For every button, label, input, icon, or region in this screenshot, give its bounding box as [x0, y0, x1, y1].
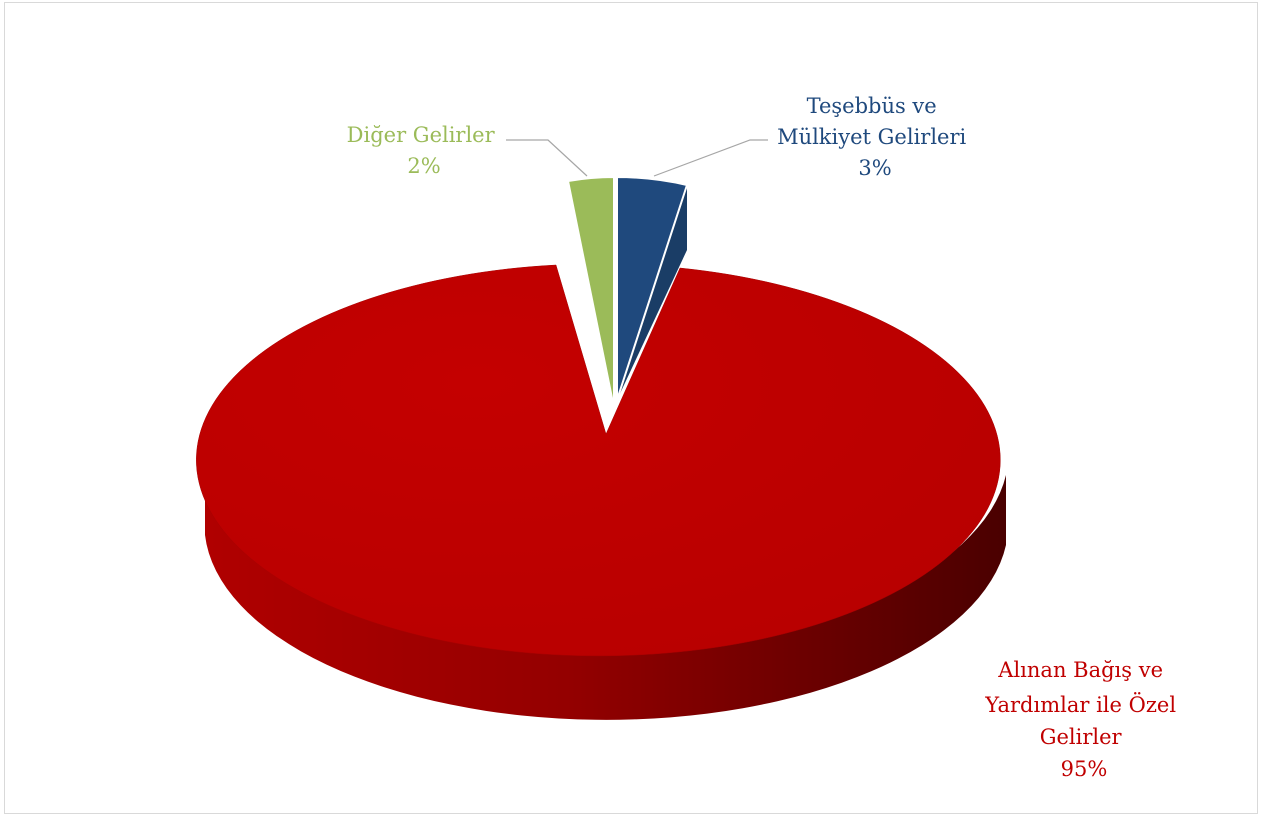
leader-line-tesebbus: [654, 140, 768, 176]
data-label-alinan-bagis: Alınan Bağış ve Yardımlar ile Özel Gelir…: [984, 658, 1182, 781]
data-label-percent: 2%: [407, 154, 440, 178]
data-label-percent: 3%: [858, 156, 891, 180]
data-label-tesebbus: Teşebbüs ve Mülkiyet Gelirleri 3%: [777, 94, 973, 180]
data-label-line: Gelirler: [1040, 725, 1123, 749]
data-label-percent: 95%: [1061, 757, 1108, 781]
leader-line-diger-gelirler: [506, 140, 587, 176]
data-label-line: Teşebbüs ve: [807, 94, 937, 118]
data-label-diger-gelirler: Diğer Gelirler 2%: [347, 123, 502, 178]
data-label-line: Mülkiyet Gelirleri: [777, 125, 966, 149]
data-label-line: Diğer Gelirler: [347, 123, 496, 147]
data-label-line: Yardımlar ile Özel: [984, 692, 1176, 717]
data-label-line: Alınan Bağış ve: [997, 658, 1163, 682]
